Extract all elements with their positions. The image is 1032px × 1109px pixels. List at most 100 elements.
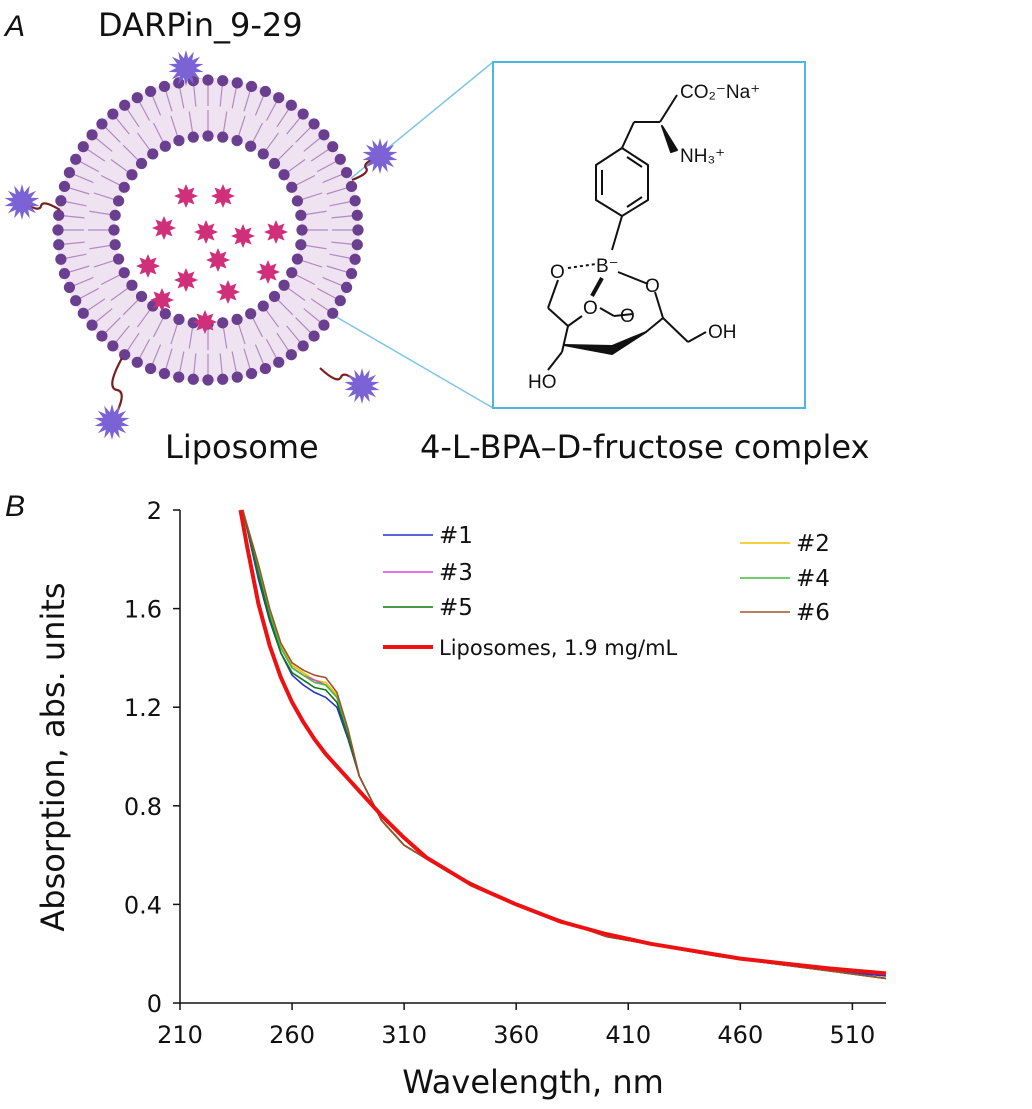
series-line-2 [242,509,886,980]
lipid-head-outer [55,195,67,207]
x-tick-label: 260 [269,1021,315,1049]
lipid-head-outer [53,239,65,251]
lipid-tail [310,147,332,162]
lipid-tail [192,353,197,378]
lipid-head-outer [352,224,364,236]
lipid-tail [299,192,323,201]
y-tick-label: 1.2 [124,694,162,722]
y-tick-label: 0.4 [124,891,162,919]
oxygen-label-2: O [645,276,660,297]
lipid-tail [243,348,252,372]
lipid-tail [263,307,280,328]
lipid-head-outer [131,92,143,104]
series-line-3 [242,509,886,980]
lipid-head-inner [286,267,298,279]
lipid-tail [265,339,279,361]
liposome-label: Liposome [165,428,319,466]
lipid-tail [71,172,94,184]
lipid-tail [188,324,194,349]
lipid-tail [295,317,314,336]
lipid-tail [275,144,294,163]
boron-label: B⁻ [596,256,619,277]
lipid-tail [77,159,99,173]
lipid-head-inner [217,131,229,143]
lipid-tail [265,99,279,121]
lipid-tail [222,111,228,136]
lipid-tail [113,115,130,135]
absorption-chart: 210 260 310 360 410 460 510 0 0.4 0.8 1.2 1.6 2 #1 #2… [34,497,886,1101]
lipid-tail [150,93,162,116]
x-tick-label: 310 [381,1021,427,1049]
lipid-head-outer [202,374,214,386]
lipid-head-inner [118,267,130,279]
payload-molecule [206,248,230,272]
lipid-tail [295,124,314,143]
oxygen-label-3: O [583,298,598,319]
lipid-tail [299,259,323,268]
lipid-head-inner [126,279,138,291]
lipid-tail [231,351,238,376]
lipid-head-inner [147,300,159,312]
lipid-tail [276,332,291,354]
lipid-tail [178,84,185,109]
legend-label: #2 [796,531,830,557]
lipid-head-inner [187,317,199,329]
hydroxyl-right-label: OH [708,322,737,343]
lipid-tail [178,351,185,376]
lipid-head-outer [349,253,361,265]
lipid-tail [219,353,224,378]
lipid-tail [122,297,141,316]
lipid-head-inner [159,308,171,320]
lipid-head-outer [245,367,258,380]
lipid-tail [317,287,339,301]
oxygen-label-1: O [550,262,565,283]
lipid-head-inner [245,308,257,320]
payload-molecule [174,268,198,292]
lipid-head-inner [109,209,121,221]
lipid-tail [329,253,354,260]
lipid-tail [293,174,316,187]
x-axis-label: Wavelength, nm [402,1063,664,1101]
lipid-tail [326,265,350,274]
series-line-1 [242,509,886,977]
lipid-head-inner [257,148,269,160]
legend-label: #1 [439,523,473,549]
lipid-head-outer [345,180,358,193]
lipid-tail [137,99,151,121]
lipid-tail [66,186,90,195]
lipid-tail [60,241,85,246]
lipid-tail [122,144,141,163]
y-tick-label: 2 [147,497,162,525]
lipid-head-outer [308,330,320,342]
lipid-head-outer [53,209,65,221]
lipid-head-outer [285,349,297,361]
y-tick-label: 1.6 [124,596,162,624]
lipid-tail [237,321,246,345]
lipid-head-outer [58,180,71,193]
lipid-head-outer [351,239,363,251]
legend-label: #6 [796,600,830,626]
lipid-head-outer [86,319,98,331]
chart-series [238,509,886,980]
lipid-head-outer [217,75,229,87]
lipid-head-outer [202,74,214,86]
lipid-head-inner [278,279,290,291]
lipid-head-inner [135,157,148,170]
series-line-7 [238,509,886,976]
molecule-inset-box [492,61,806,409]
carboxylate-label: CO₂⁻Na⁺ [680,82,760,103]
lipid-tail [254,93,266,116]
x-tick-label: 460 [717,1021,763,1049]
lipid-tail [89,210,114,216]
lipid-tail [326,186,350,195]
y-tick-label: 0 [147,990,162,1018]
lipid-head-inner [113,253,125,265]
lipid-head-outer [351,209,363,221]
lipid-head-inner [268,290,281,303]
payload-molecule [256,260,280,284]
lipid-head-inner [173,135,185,147]
lipid-head-inner [147,148,159,160]
lipid-tail [276,106,291,128]
lipid-head-outer [327,307,339,319]
lipid-head-outer [77,307,89,319]
